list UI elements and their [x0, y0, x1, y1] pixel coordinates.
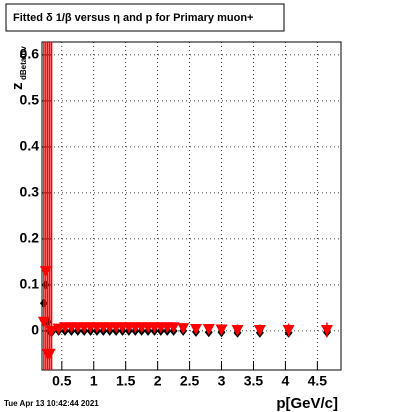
chart-title: Fitted δ 1/β versus η and p for Primary … — [13, 12, 253, 24]
point — [189, 324, 202, 336]
x-tick-label: 2.5 — [180, 373, 200, 389]
point — [253, 324, 266, 336]
y-tick-label: 0.5 — [20, 92, 40, 108]
x-tick-label: 2 — [154, 373, 162, 389]
point — [43, 348, 56, 360]
point — [320, 324, 333, 336]
point — [45, 325, 58, 337]
title-box — [5, 3, 285, 32]
y-tick-label: 0.6 — [20, 46, 40, 62]
plot-frame — [41, 41, 342, 371]
point — [37, 316, 50, 328]
y-tick-label: 0.4 — [20, 138, 40, 154]
footer: Tue Apr 13 10:42:44 2021 — [4, 399, 99, 408]
y-tick-label: 0.1 — [20, 276, 40, 292]
x-tick-label: 4.5 — [308, 373, 328, 389]
x-axis-label: p[GeV/c] — [276, 395, 338, 412]
x-tick-label: 1.5 — [116, 373, 136, 389]
y-tick-label: 0 — [31, 322, 39, 338]
point — [167, 322, 180, 334]
x-tick-label: 3 — [218, 373, 226, 389]
y-axis-label-sub: dBetainv — [19, 46, 28, 80]
point — [231, 324, 244, 336]
point — [39, 266, 52, 278]
point — [282, 324, 295, 336]
point — [215, 324, 228, 336]
y-axis-label: z — [9, 83, 26, 91]
y-tick-label: 0.2 — [20, 230, 40, 246]
x-tick-label: 4 — [282, 373, 290, 389]
y-axis-label-group: z dBetainv — [9, 46, 28, 90]
y-tick-label: 0.3 — [20, 184, 40, 200]
point — [177, 323, 190, 335]
point — [202, 324, 215, 336]
x-tick-label: 0.5 — [52, 373, 72, 389]
x-tick-label: 1 — [90, 373, 98, 389]
x-tick-label: 3.5 — [244, 373, 264, 389]
